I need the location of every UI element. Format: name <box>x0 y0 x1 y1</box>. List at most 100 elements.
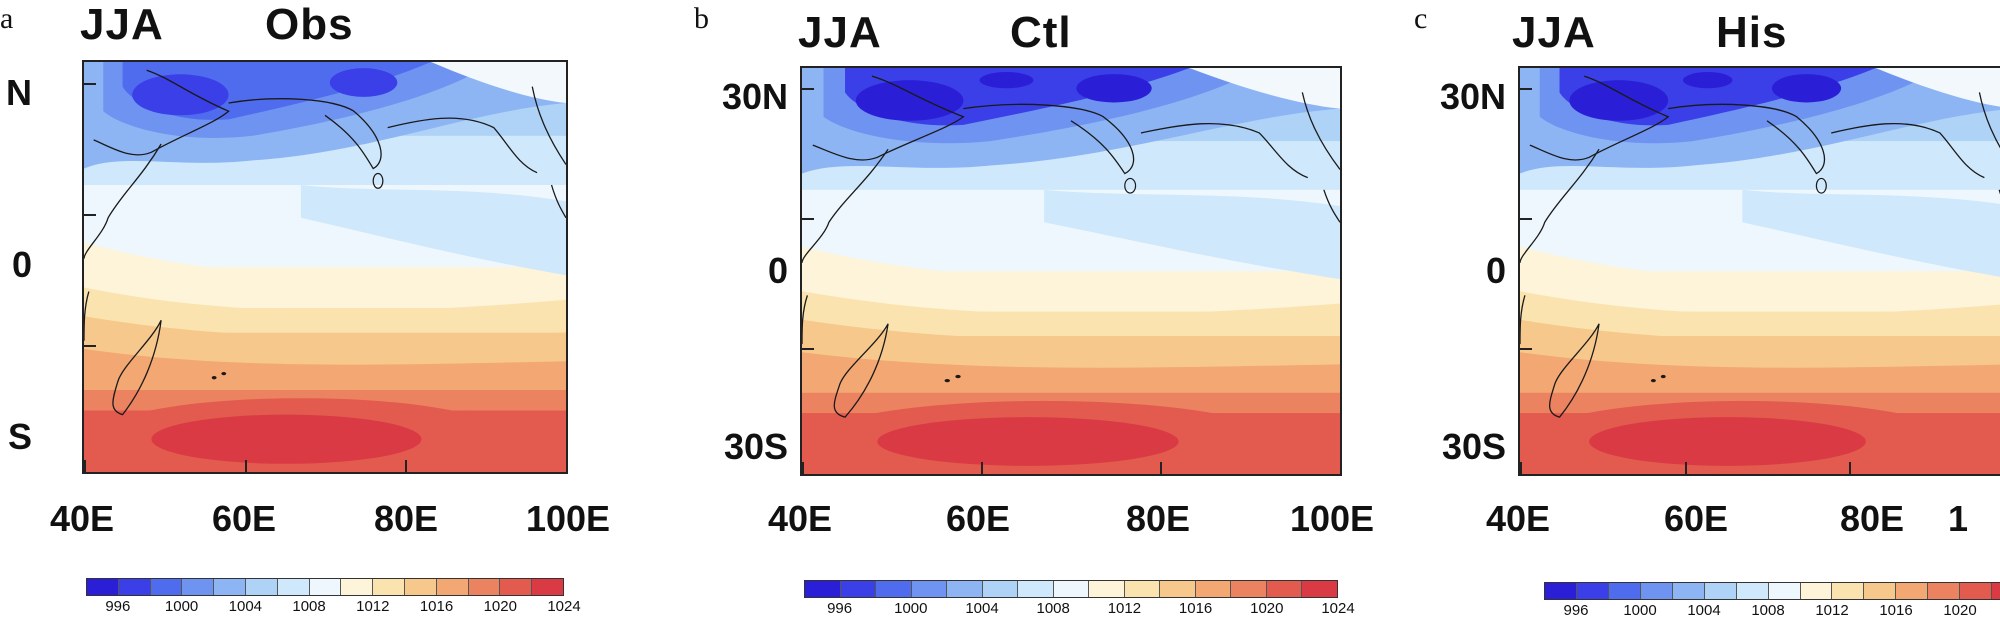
axis-tick <box>1160 462 1163 474</box>
x-label-100e: 100E <box>1289 498 1375 539</box>
colorbar-label: 1008 <box>292 598 326 615</box>
pressure-contour <box>84 349 566 390</box>
panel-letter: b <box>694 2 709 35</box>
colorbar-label: 996 <box>827 600 853 617</box>
colorbar-swatch <box>1266 581 1303 597</box>
colorbar-swatch <box>87 579 119 595</box>
axis-tick <box>244 460 247 472</box>
x-label-100e-partial: 1 <box>1947 498 1969 539</box>
pressure-contour <box>1520 352 2000 393</box>
colorbar-swatch <box>1608 583 1641 599</box>
coastline <box>531 86 566 165</box>
colorbar-label: 1016 <box>1879 602 1913 619</box>
colorbar-swatch <box>1896 583 1929 599</box>
pressure-contour <box>1044 189 1340 280</box>
colorbar-swatch <box>1928 583 1961 599</box>
x-label-60e: 60E <box>945 498 1011 539</box>
colorbar-swatch <box>436 579 469 595</box>
colorbar-swatch <box>911 581 948 597</box>
coastline <box>550 184 566 219</box>
axis-tick <box>981 462 984 474</box>
coastline <box>833 323 889 418</box>
colorbar-swatch <box>373 579 405 595</box>
sri-lanka <box>372 172 384 189</box>
panel-letter: c <box>1414 2 1428 35</box>
colorbar-swatch <box>805 581 841 597</box>
monsoon-low <box>855 80 964 121</box>
coastline <box>1323 189 1340 223</box>
colorbar-label: 1004 <box>1687 602 1721 619</box>
y-label-0: 0 <box>1485 250 1506 291</box>
colorbar-label: 1012 <box>1815 602 1849 619</box>
slp-field <box>1520 68 2000 474</box>
coastline <box>1520 148 1600 264</box>
colorbar-swatch <box>1832 583 1865 599</box>
colorbar-label: 1000 <box>894 600 928 617</box>
slp-field <box>84 62 566 472</box>
colorbar-swatch <box>1018 581 1054 597</box>
colorbar-swatch <box>500 579 533 595</box>
x-label-80e: 80E <box>1125 498 1191 539</box>
y-label-0: 0 <box>767 250 788 291</box>
monsoon-low <box>1771 74 1842 103</box>
colorbar-swatch <box>245 579 278 595</box>
colorbar-swatch <box>1124 581 1161 597</box>
colorbar-label: 1000 <box>1623 602 1657 619</box>
pressure-contour <box>802 291 1340 336</box>
colorbar-swatch <box>1576 583 1609 599</box>
colorbar-label: 1024 <box>547 598 581 615</box>
colorbar-swatch <box>532 579 563 595</box>
panel-c: c JJA His 30N 0 30S 40E 60E 80E 1 996 100… <box>1360 0 2000 619</box>
colorbar-swatch <box>1640 583 1673 599</box>
axis-tick <box>84 344 96 347</box>
colorbar <box>1544 582 2000 600</box>
coastline <box>1548 323 1600 418</box>
coastline <box>1529 75 1670 161</box>
mascarene-high-core <box>1589 417 1866 466</box>
colorbar-swatch <box>1864 583 1897 599</box>
colorbar-label: 1008 <box>1751 602 1785 619</box>
panel-b: b JJA Ctl 30N 0 30S 40E 60E 80E 100E 996… <box>640 0 1374 618</box>
axis-tick <box>802 218 814 221</box>
slp-map <box>1518 66 2000 476</box>
colorbar-swatch <box>1160 581 1196 597</box>
x-label-40e: 40E <box>49 498 115 539</box>
island <box>1650 378 1656 383</box>
mascarene-high-core <box>877 417 1179 466</box>
colorbar-swatch <box>182 579 215 595</box>
axis-tick <box>1520 462 1522 474</box>
colorbar-swatch <box>876 581 912 597</box>
coastline <box>802 148 889 264</box>
x-label-40e: 40E <box>767 498 833 539</box>
colorbar-label: 1020 <box>1250 600 1284 617</box>
monsoon-low <box>979 72 1034 89</box>
sri-lanka <box>1124 177 1137 194</box>
colorbar-swatch <box>277 579 310 595</box>
monsoon-low <box>1076 74 1152 103</box>
colorbar-swatch <box>840 581 877 597</box>
pressure-contour <box>802 319 1340 369</box>
colorbar-label: 1024 <box>1321 600 1355 617</box>
pressure-contour <box>84 316 566 366</box>
coastline <box>1668 103 1826 175</box>
colorbar-swatch <box>947 581 983 597</box>
colorbar-swatch <box>468 579 501 595</box>
colorbar-swatch <box>1672 583 1705 599</box>
axis-tick <box>802 88 814 91</box>
colorbar-swatch <box>118 579 151 595</box>
axis-tick <box>1520 348 1532 351</box>
colorbar-label: 1016 <box>419 598 454 615</box>
colorbar-swatch <box>1089 581 1125 597</box>
island <box>1660 374 1666 379</box>
colorbar-swatch <box>1195 581 1232 597</box>
plateau-mask <box>431 62 566 103</box>
pressure-contour <box>802 352 1340 393</box>
colorbar-swatch <box>309 579 342 595</box>
colorbar-swatch <box>1545 583 1577 599</box>
pressure-contour <box>300 185 566 276</box>
coastline <box>1520 295 1526 345</box>
monsoon-low <box>132 74 229 116</box>
colorbar-swatch <box>1736 583 1769 599</box>
colorbar-swatch <box>1231 581 1267 597</box>
sri-lanka <box>1815 177 1827 194</box>
